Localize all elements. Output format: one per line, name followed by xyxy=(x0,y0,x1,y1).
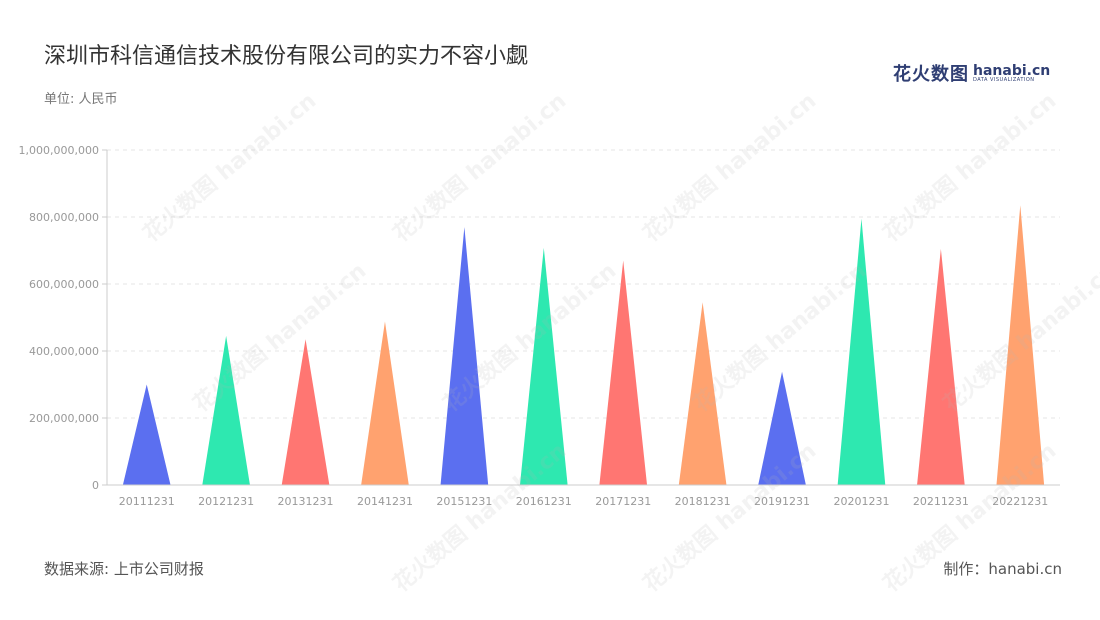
bar-20121231 xyxy=(202,335,250,485)
y-tick-label: 0 xyxy=(92,479,99,492)
y-tick-label: 800,000,000 xyxy=(29,211,99,224)
x-tick-label: 20201231 xyxy=(833,495,889,508)
x-tick-label: 20181231 xyxy=(675,495,731,508)
logo-text-cn: 花火数图 xyxy=(893,64,969,85)
bar-20191231 xyxy=(758,371,806,485)
x-tick-label: 20191231 xyxy=(754,495,810,508)
y-tick-label: 200,000,000 xyxy=(29,412,99,425)
logo-text-en: hanabi.cn xyxy=(973,62,1051,79)
bar-20161231 xyxy=(519,247,568,485)
bar-20151231 xyxy=(440,227,489,486)
bar-20221231 xyxy=(996,205,1045,485)
maker-credit: 制作：hanabi.cn xyxy=(943,560,1062,578)
logo-subtext: DATA VISUALIZATION xyxy=(973,76,1035,83)
bar-20141231 xyxy=(361,321,409,485)
x-tick-label: 20121231 xyxy=(198,495,254,508)
bar-20201231 xyxy=(837,218,886,486)
unit-label: 单位: 人民币 xyxy=(44,92,118,107)
x-tick-label: 20221231 xyxy=(992,495,1048,508)
y-tick-label: 400,000,000 xyxy=(29,345,99,358)
data-source: 数据来源: 上市公司财报 xyxy=(44,560,204,578)
x-tick-label: 20131231 xyxy=(278,495,334,508)
bars xyxy=(122,205,1045,486)
x-tick-label: 20211231 xyxy=(913,495,969,508)
x-tick-label: 20161231 xyxy=(516,495,572,508)
x-axis: 20111231 20121231 20131231 20141231 20151231… xyxy=(107,484,1060,508)
bar-20171231 xyxy=(599,260,648,485)
x-tick-label: 20171231 xyxy=(595,495,651,508)
grid-lines xyxy=(102,149,1060,486)
bar-20181231 xyxy=(678,302,727,485)
logo-text-en-block: hanabi.cn DATA VISUALIZATION xyxy=(973,64,1050,83)
x-tick-label: 20151231 xyxy=(436,495,492,508)
bar-20211231 xyxy=(917,248,965,485)
chart-title: 深圳市科信通信技术股份有限公司的实力不容小觑 xyxy=(44,44,529,69)
bar-20111231 xyxy=(122,384,171,485)
x-tick-label: 20141231 xyxy=(357,495,413,508)
y-tick-label: 1,000,000,000 xyxy=(19,144,99,157)
brand-logo: 花火数图 hanabi.cn DATA VISUALIZATION xyxy=(893,60,1050,86)
bar-20131231 xyxy=(281,339,330,485)
x-tick-label: 20111231 xyxy=(119,495,175,508)
y-axis: 0 200,000,000 400,000,000 600,000,000 800,00… xyxy=(19,144,108,492)
y-tick-label: 600,000,000 xyxy=(29,278,99,291)
